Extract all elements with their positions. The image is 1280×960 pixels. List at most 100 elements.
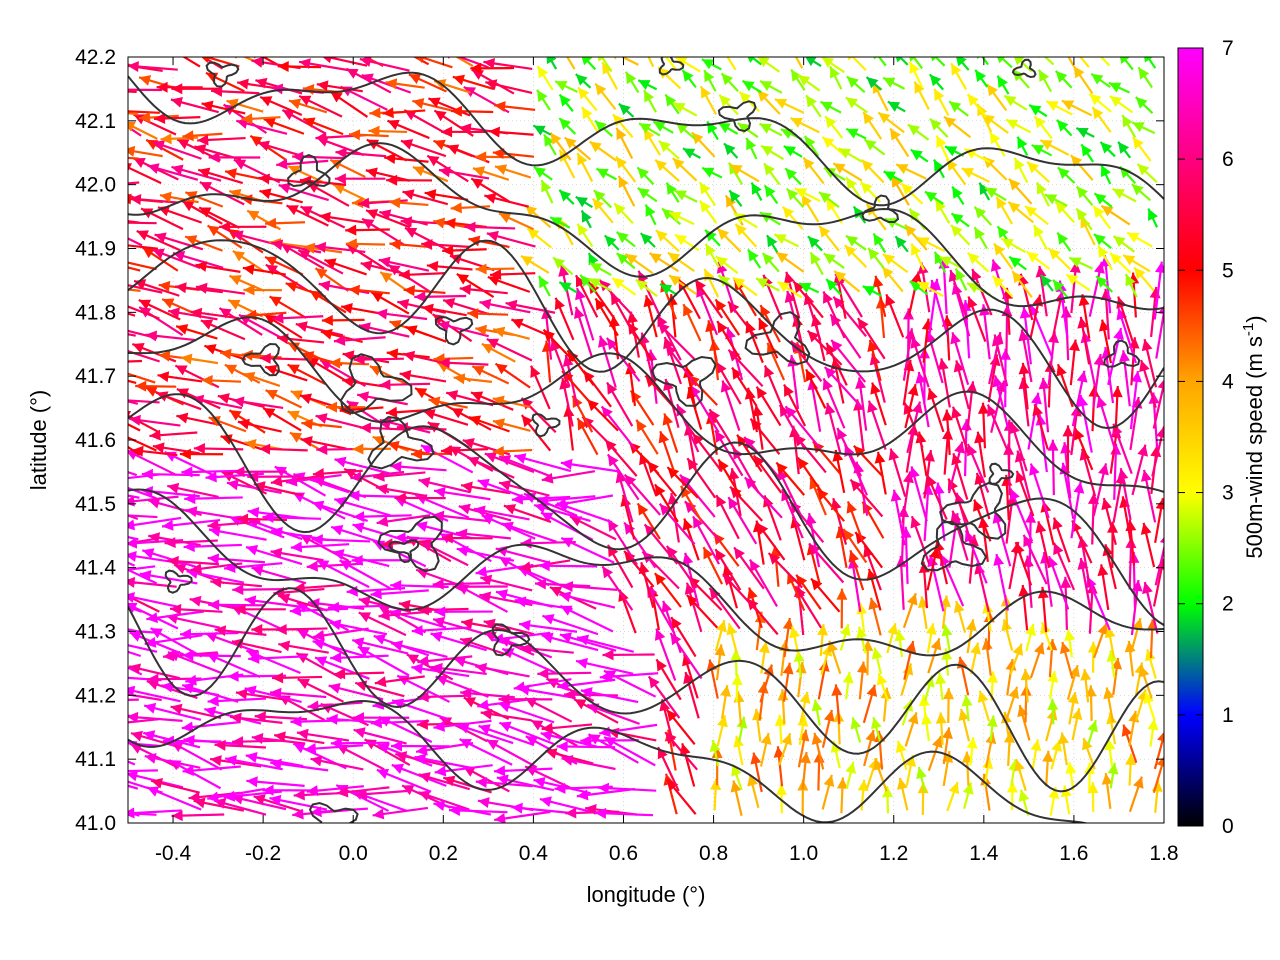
wind-arrow-head (185, 674, 197, 686)
wind-arrow (438, 357, 489, 369)
wind-arrow-head (336, 786, 349, 798)
wind-arrow-head (467, 456, 480, 467)
wind-arrow-head (496, 774, 509, 786)
wind-arrow-head (932, 736, 943, 749)
wind-arrow (128, 237, 143, 247)
wind-arrow (790, 117, 820, 134)
wind-arrow-head (883, 77, 896, 88)
wind-arrow-head (757, 682, 769, 694)
wind-arrow (575, 274, 599, 318)
wind-arrow (330, 524, 388, 546)
wind-arrow-head (414, 753, 427, 765)
wind-arrow-head (511, 493, 524, 505)
wind-arrow-head (687, 458, 699, 471)
wind-arrow-head (274, 731, 286, 743)
wind-arrow-head (974, 431, 985, 444)
wind-arrow (269, 295, 307, 319)
wind-arrow (1109, 252, 1132, 274)
wind-arrow (915, 431, 928, 477)
wind-arrow (654, 159, 680, 182)
wind-arrow-head (1135, 97, 1148, 109)
wind-arrow (699, 200, 718, 224)
wind-arrow (1067, 691, 1079, 725)
wind-arrow-head (1096, 276, 1108, 288)
wind-arrow-head (379, 379, 391, 391)
wind-arrow (263, 313, 303, 339)
wind-arrow (716, 320, 742, 361)
wind-arrow-head (438, 357, 450, 369)
wind-arrow-head (817, 488, 829, 501)
wind-arrow-head (237, 78, 249, 90)
wind-arrow (185, 506, 242, 521)
wind-arrow-head (450, 202, 462, 214)
wind-arrow (845, 127, 867, 140)
wind-arrow-head (640, 233, 653, 245)
wind-arrow (850, 717, 862, 743)
wind-arrow-head (1038, 69, 1050, 83)
wind-arrow (698, 181, 716, 207)
wind-arrow-head (346, 68, 359, 79)
wind-arrow-head (437, 320, 450, 332)
wind-arrow (304, 743, 364, 755)
wind-arrow (692, 515, 720, 565)
wind-arrow-head (434, 110, 447, 122)
wind-arrow-head (272, 312, 284, 324)
wind-arrow-head (375, 308, 388, 320)
wind-arrow (848, 549, 865, 591)
wind-arrow-head (265, 389, 278, 400)
wind-arrow (674, 189, 698, 203)
wind-arrow-head (907, 593, 918, 606)
wind-arrow (1047, 247, 1071, 270)
wind-arrow-head (194, 144, 207, 155)
wind-arrow (243, 284, 282, 296)
wind-arrow-head (1097, 623, 1108, 636)
wind-arrow-head (345, 238, 357, 250)
wind-arrow (157, 371, 203, 383)
wind-arrow (1035, 521, 1051, 568)
wind-arrow (1147, 208, 1159, 228)
wind-arrow (910, 243, 925, 271)
wind-arrow-head (102, 477, 114, 487)
wind-arrow (467, 308, 509, 320)
wind-arrow-head (464, 221, 476, 233)
wind-arrow-head (225, 168, 237, 179)
wind-arrow (167, 555, 220, 567)
wind-arrow (472, 166, 510, 181)
wind-arrow-head (720, 685, 732, 697)
wind-arrow-head (326, 401, 338, 413)
wind-arrow (718, 94, 739, 116)
wind-arrow-head (589, 263, 603, 274)
wind-arrow (1065, 762, 1077, 791)
wind-arrow (198, 206, 240, 229)
wind-arrow-head (408, 73, 422, 84)
wind-arrow (829, 65, 843, 90)
wind-arrow (992, 375, 1010, 431)
wind-arrow (886, 622, 898, 654)
wind-arrow (147, 163, 199, 181)
wind-arrow-head (495, 363, 508, 375)
wind-arrow (928, 73, 945, 91)
wind-arrow (1130, 617, 1143, 653)
wind-arrow-head (717, 321, 728, 334)
wind-arrow (836, 427, 863, 477)
wind-arrow (140, 207, 184, 231)
wind-arrow-shaft (128, 166, 162, 185)
wind-arrow (1003, 94, 1028, 111)
wind-arrow-head (967, 252, 980, 265)
wind-arrow-head (990, 259, 1002, 272)
wind-arrow-head (731, 673, 743, 686)
wind-arrow-head (420, 445, 434, 456)
wind-arrow (152, 140, 202, 160)
wind-arrow (908, 208, 926, 231)
wind-arrow-head (151, 777, 164, 789)
wind-arrow (1100, 288, 1112, 340)
wind-arrow-head (575, 74, 588, 86)
wind-arrow (581, 106, 599, 133)
wind-arrow-head (434, 606, 446, 618)
wind-arrow-head (180, 353, 193, 365)
wind-arrow (218, 307, 263, 336)
wind-arrow-head (271, 526, 283, 538)
wind-arrow (1056, 232, 1072, 252)
wind-arrow (684, 582, 703, 633)
wind-arrow (219, 221, 267, 233)
